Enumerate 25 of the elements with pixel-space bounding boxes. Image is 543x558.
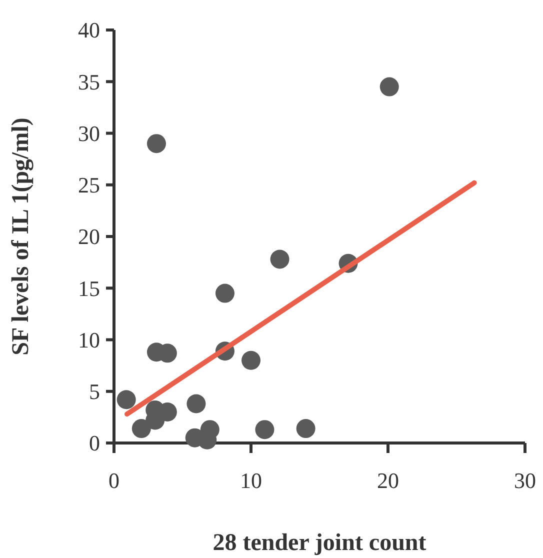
point xyxy=(186,394,206,414)
y-tick-label: 25 xyxy=(78,172,100,198)
point xyxy=(380,77,399,96)
y-tick-label: 0 xyxy=(89,430,100,456)
point xyxy=(270,250,290,269)
y-tick-label: 30 xyxy=(78,120,100,146)
x-tick-label: 30 xyxy=(514,468,536,493)
y-tick-label: 35 xyxy=(78,69,100,94)
x-tick-label: 10 xyxy=(240,468,262,493)
x-tick-label: 20 xyxy=(377,468,399,493)
point xyxy=(215,284,234,303)
x-tick-label: 0 xyxy=(108,468,120,493)
point xyxy=(116,390,136,410)
y-tick-label: 15 xyxy=(78,276,100,301)
point xyxy=(146,134,166,154)
y-tick-label: 20 xyxy=(78,224,100,250)
y-tick-label: 10 xyxy=(78,327,100,352)
y-tick-label: 5 xyxy=(89,379,100,404)
y-tick-label: 40 xyxy=(78,18,100,43)
y-axis-title: SF levels of IL 1(pg/ml) xyxy=(8,118,34,356)
point xyxy=(296,419,316,438)
x-axis-title: 28 tender joint count xyxy=(212,530,426,556)
point xyxy=(242,350,260,370)
point xyxy=(132,419,151,438)
point xyxy=(255,420,274,440)
